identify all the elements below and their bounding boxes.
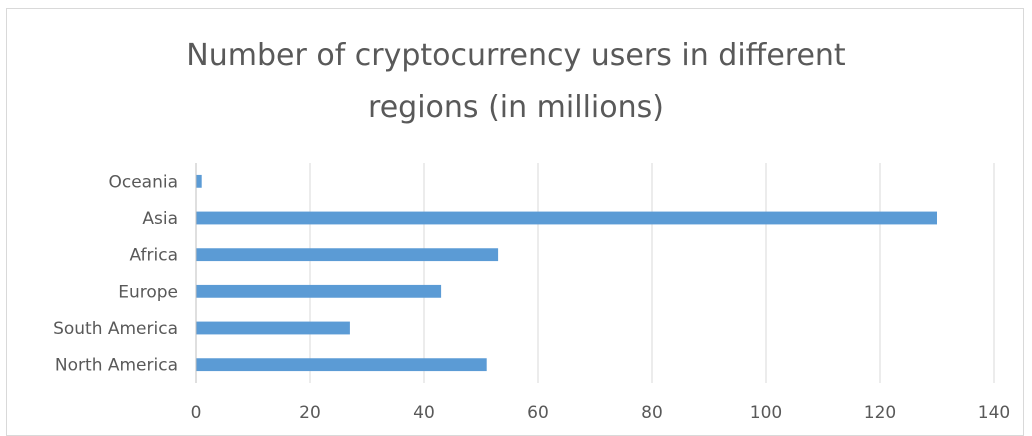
bar bbox=[196, 358, 487, 372]
chart-title-line-1: Number of cryptocurrency users in differ… bbox=[186, 38, 846, 73]
x-tick-label: 120 bbox=[864, 403, 896, 423]
category-label: North America bbox=[55, 356, 178, 376]
x-tick-label: 20 bbox=[299, 403, 321, 423]
category-label: Africa bbox=[130, 246, 179, 266]
bars bbox=[196, 174, 937, 372]
category-label: Asia bbox=[142, 209, 178, 229]
gridlines bbox=[309, 163, 995, 383]
bar bbox=[196, 321, 350, 335]
category-label: South America bbox=[53, 319, 178, 339]
bar bbox=[196, 248, 499, 262]
x-tick-label: 40 bbox=[413, 403, 435, 423]
labels: 0 20 40 60 80 100 120 140 North America South Ame… bbox=[53, 172, 1010, 423]
x-tick-label: 0 bbox=[191, 403, 202, 423]
x-tick-label: 80 bbox=[641, 403, 663, 423]
chart-title-line-2: regions (in millions) bbox=[368, 90, 664, 125]
x-tick-label: 60 bbox=[527, 403, 549, 423]
bar bbox=[196, 174, 202, 188]
x-tick-label: 140 bbox=[978, 403, 1010, 423]
x-tick-label: 100 bbox=[750, 403, 782, 423]
chart-title: Number of cryptocurrency users in differ… bbox=[0, 30, 1032, 134]
bar bbox=[196, 211, 937, 225]
category-label: Europe bbox=[118, 282, 178, 302]
bar bbox=[196, 284, 442, 298]
category-label: Oceania bbox=[108, 172, 178, 192]
